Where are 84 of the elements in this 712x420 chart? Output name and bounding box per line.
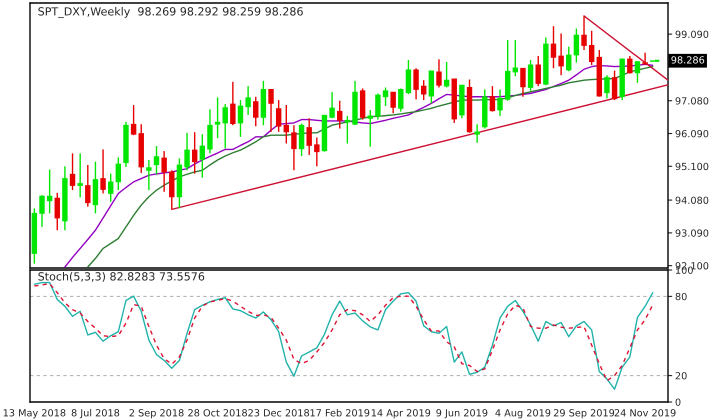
x-tick-label: 13 May 2018 [4, 409, 66, 418]
candlestick [490, 85, 496, 112]
y-tick-label: 94.080 [676, 196, 708, 204]
candlestick [612, 70, 618, 101]
candlestick [528, 59, 534, 92]
candlestick [382, 86, 388, 107]
x-tick-label: 14 Apr 2019 [372, 409, 430, 418]
candlestick [512, 39, 518, 77]
candlestick [558, 32, 564, 76]
candlestick [253, 96, 258, 127]
candlestick [116, 156, 122, 191]
candlestick [550, 25, 556, 69]
candlestick [344, 115, 350, 144]
candlestick [238, 99, 244, 138]
y-tick-label: 80 [676, 292, 687, 300]
candlestick [581, 15, 587, 51]
candlestick [406, 59, 412, 95]
candlestick [77, 152, 83, 198]
candlestick [642, 52, 648, 66]
y-tick-label: 99.090 [676, 30, 708, 38]
y-tick-label: 0 [676, 398, 680, 406]
candlestick [497, 88, 503, 117]
candlestick [390, 91, 396, 114]
candlestick [214, 96, 220, 139]
candlestick [230, 81, 236, 126]
candlestick [398, 88, 404, 112]
candlestick [574, 28, 580, 64]
candlestick [268, 88, 274, 133]
candlestick [413, 68, 419, 100]
candlestick [634, 60, 640, 84]
y-tick-label: 97.080 [676, 97, 708, 105]
x-tick-label: 29 Sep 2019 [554, 409, 614, 418]
candlestick [46, 168, 52, 214]
x-tick-label: 17 Feb 2019 [310, 408, 370, 416]
candlestick [130, 104, 136, 136]
x-tick-label: 8 Jul 2018 [72, 408, 120, 418]
y-tick-label: 93.090 [676, 229, 708, 237]
candlestick [100, 148, 106, 194]
candlestick [588, 30, 594, 66]
candlestick [536, 55, 541, 87]
candlestick [200, 133, 206, 178]
chart-title: SPT_DXY,Weekly 98.269 98.292 98.259 98.286 [38, 6, 303, 18]
candlestick [520, 68, 526, 98]
candlestick [184, 132, 190, 171]
candlestick [245, 85, 251, 116]
candlestick [329, 91, 335, 119]
candlestick [566, 46, 572, 72]
candlestick [627, 55, 633, 74]
chart-title: Stoch(5,3,3) 82.8283 73.5576 [38, 272, 204, 282]
candlestick [39, 194, 45, 228]
x-tick-label: 28 Oct 2018 [188, 409, 247, 416]
x-tick-label: 2 Sep 2018 [130, 409, 184, 418]
y-tick-label: 20 [676, 372, 687, 380]
annotation: 98.286 [671, 56, 704, 64]
candlestick [306, 118, 312, 156]
candlestick [420, 79, 426, 101]
candlestick [284, 104, 289, 144]
candlestick [85, 164, 91, 208]
candlestick [436, 58, 442, 88]
x-tick-label: 4 Aug 2019 [495, 409, 550, 418]
candlestick [108, 172, 114, 202]
y-tick-label: 96.090 [676, 130, 708, 138]
candlestick [207, 108, 213, 154]
x-tick-label: 24 Nov 2019 [614, 409, 676, 416]
candlestick [192, 131, 198, 174]
candlestick [54, 192, 60, 231]
x-tick-label: 23 Dec 2018 [248, 409, 310, 416]
candlestick [474, 124, 480, 144]
candlestick [368, 109, 373, 148]
candlestick [276, 99, 282, 133]
candlestick [161, 150, 167, 193]
candlestick [70, 152, 76, 191]
candlestick [375, 92, 381, 120]
candlestick [298, 122, 304, 157]
candlestick [146, 159, 152, 191]
candlestick [291, 124, 297, 171]
candlestick [337, 100, 342, 130]
candlestick [222, 103, 228, 150]
candlestick [604, 74, 610, 100]
candlestick [154, 145, 160, 175]
x-tick-label: 9 Jun 2019 [436, 409, 488, 418]
y-tick-label: 95.100 [676, 162, 708, 170]
candlestick [314, 136, 320, 167]
candlestick [444, 61, 450, 88]
